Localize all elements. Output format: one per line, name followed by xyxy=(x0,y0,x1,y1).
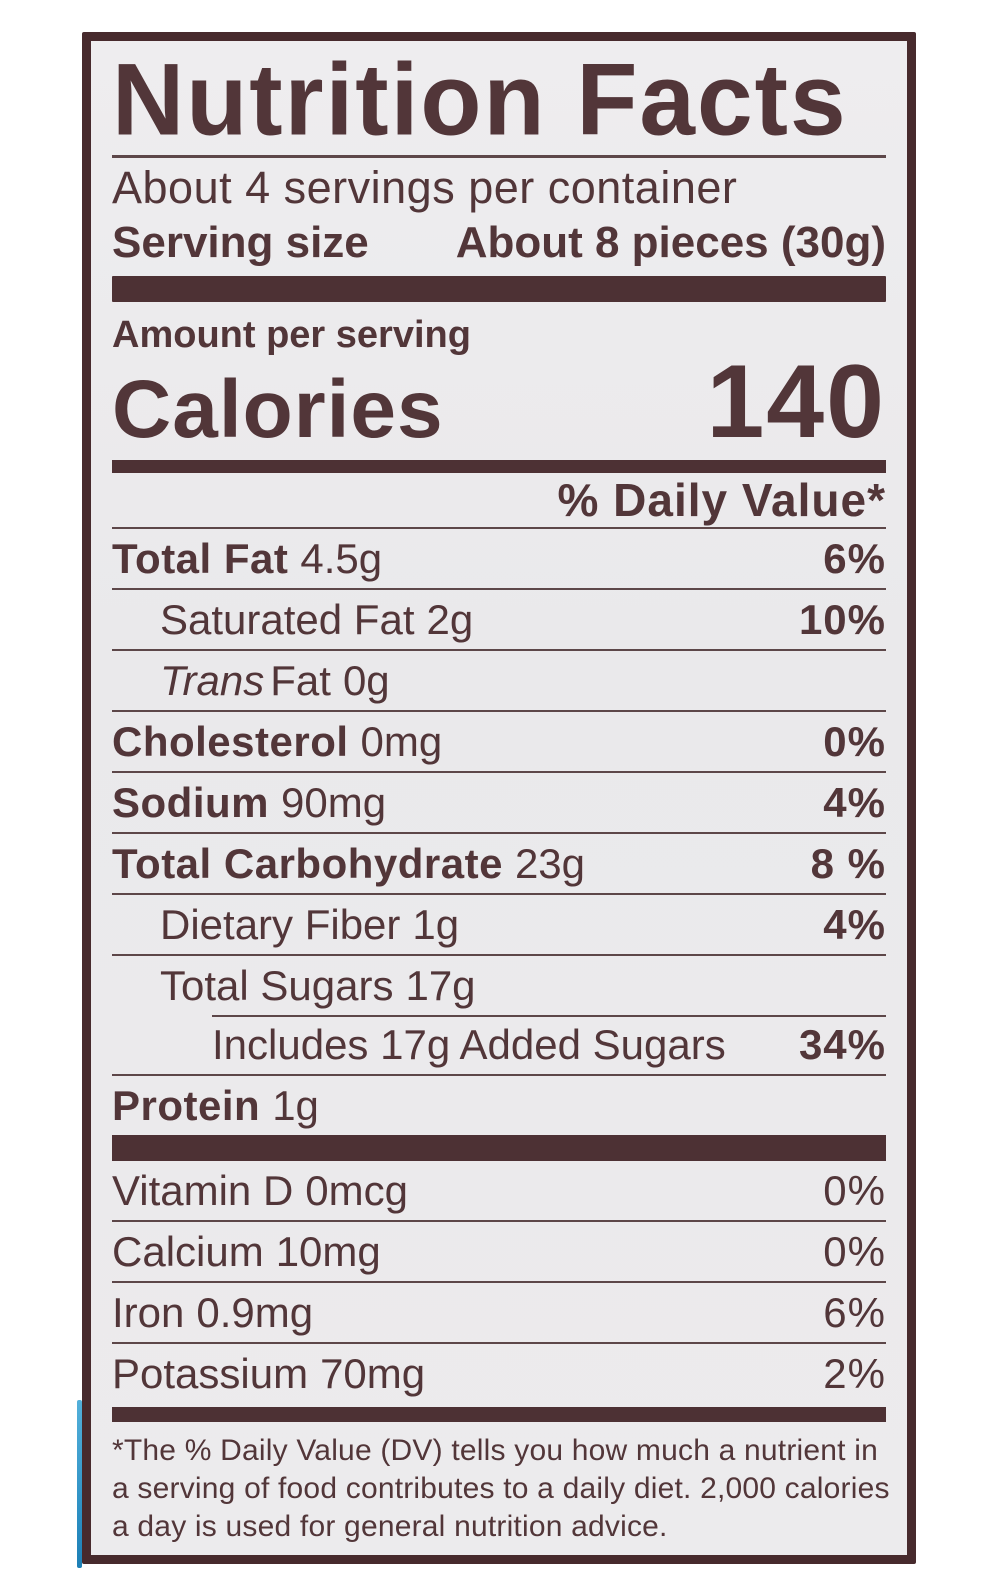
nutrient-amount: 17g xyxy=(405,962,476,1009)
vitamin-amount: 0mcg xyxy=(305,1167,408,1214)
nutrient-amount: 0g xyxy=(342,657,390,704)
nutrient-name: Total Fat xyxy=(112,535,289,582)
vitamin-name: Potassium xyxy=(112,1350,309,1397)
medium-divider-bar xyxy=(112,1407,886,1422)
nutrient-amount: 2g xyxy=(426,596,474,643)
calories-label: Calories xyxy=(112,364,444,455)
nutrient-name: Total Carbohydrate xyxy=(112,840,503,887)
nutrient-dv: 10% xyxy=(798,596,886,643)
vitamin-dv: 0% xyxy=(823,1228,886,1275)
nutrient-row-added-sugars: Includes 17g Added Sugars 34% xyxy=(112,1015,886,1074)
nutrient-name: Total Sugars xyxy=(160,962,394,1009)
footnote-line: *The % Daily Value (DV) tells you how mu… xyxy=(112,1434,878,1467)
daily-value-header: % Daily Value* xyxy=(557,474,886,526)
vitamin-name: Iron xyxy=(112,1289,185,1336)
serving-size-value: About 8 pieces (30g) xyxy=(455,218,886,267)
nutrient-dv: 4% xyxy=(823,779,886,826)
thick-divider-bar xyxy=(112,1135,886,1161)
vitamin-name: Calcium xyxy=(112,1228,264,1275)
vitamin-dv: 6% xyxy=(823,1289,886,1336)
nutrient-name: Includes 17g Added Sugars xyxy=(212,1021,726,1068)
calories-value: 140 xyxy=(706,344,886,460)
nutrient-row-cholesterol: Cholesterol 0mg 0% xyxy=(112,710,886,771)
nutrient-dv: 6% xyxy=(823,535,886,582)
serving-size-label: Serving size xyxy=(112,218,369,267)
vitamin-dv: 0% xyxy=(823,1167,886,1214)
nutrient-row-dietary-fiber: Dietary Fiber 1g 4% xyxy=(112,893,886,954)
nutrient-amount: 90mg xyxy=(281,779,387,826)
thick-divider-bar xyxy=(112,276,886,302)
nutrient-amount: 23g xyxy=(514,840,586,887)
calories-row: Calories 140 xyxy=(112,344,886,460)
nutrient-row-trans-fat: Trans Fat 0g xyxy=(112,649,886,710)
nutrient-dv: 8 % xyxy=(810,840,886,887)
nutrient-name: Dietary Fiber xyxy=(160,901,401,948)
vitamin-row-vitamin-d: Vitamin D 0mcg 0% xyxy=(112,1161,886,1220)
nutrient-row-total-fat: Total Fat 4.5g 6% xyxy=(112,527,886,588)
package-edge-blue xyxy=(77,1400,82,1568)
title-divider xyxy=(112,155,886,158)
daily-value-footnote: *The % Daily Value (DV) tells you how mu… xyxy=(112,1432,890,1546)
vitamin-amount: 0.9mg xyxy=(196,1289,314,1336)
vitamin-amount: 70mg xyxy=(320,1350,426,1397)
serving-size-row: Serving size About 8 pieces (30g) xyxy=(112,216,886,270)
servings-per-container: About 4 servings per container xyxy=(112,162,738,213)
nutrient-name: Sodium xyxy=(112,779,269,826)
nutrient-dv: 4% xyxy=(823,901,886,948)
medium-divider-bar xyxy=(112,460,886,473)
nutrient-name: Saturated Fat xyxy=(160,596,415,643)
label-title: Nutrition Facts xyxy=(112,42,848,158)
vitamin-dv: 2% xyxy=(823,1350,886,1397)
nutrient-amount: 0mg xyxy=(360,718,443,765)
vitamin-row-iron: Iron 0.9mg 6% xyxy=(112,1281,886,1342)
nutrient-dv: 34% xyxy=(798,1021,886,1068)
nutrient-amount: 1g xyxy=(272,1082,319,1129)
nutrient-row-total-sugars: Total Sugars 17g xyxy=(112,954,886,1015)
vitamin-amount: 10mg xyxy=(275,1228,381,1275)
nutrient-row-protein: Protein 1g xyxy=(112,1074,886,1135)
nutrient-dv: 0% xyxy=(823,718,886,765)
nutrient-row-total-carbohydrate: Total Carbohydrate 23g 8 % xyxy=(112,832,886,893)
nutrient-row-saturated-fat: Saturated Fat 2g 10% xyxy=(112,588,886,649)
nutrition-facts-label: Nutrition Facts About 4 servings per con… xyxy=(82,32,916,1564)
nutrient-amount: 4.5g xyxy=(300,535,383,582)
vitamin-row-potassium: Potassium 70mg 2% xyxy=(112,1342,886,1403)
vitamin-name: Vitamin D xyxy=(112,1167,294,1214)
nutrient-name-italic: Trans xyxy=(160,657,265,704)
amount-per-serving-label: Amount per serving xyxy=(112,314,471,356)
nutrient-name: Fat xyxy=(270,657,331,704)
nutrient-name: Protein xyxy=(112,1082,261,1129)
nutrient-name: Cholesterol xyxy=(112,718,349,765)
footnote-line: a serving of food contributes to a daily… xyxy=(112,1472,890,1505)
footnote-line: a day is used for general nutrition advi… xyxy=(112,1510,668,1543)
nutrient-row-sodium: Sodium 90mg 4% xyxy=(112,771,886,832)
vitamin-row-calcium: Calcium 10mg 0% xyxy=(112,1220,886,1281)
nutrient-amount: 1g xyxy=(412,901,460,948)
